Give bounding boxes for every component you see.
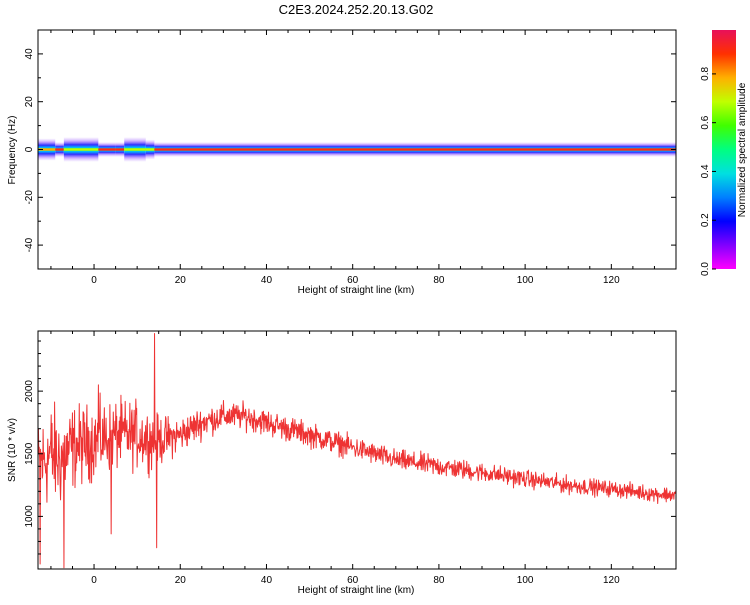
spectrogram-band-core	[124, 148, 146, 151]
snr-x-tick-label: 40	[261, 575, 273, 586]
spectrogram-band-core	[63, 148, 99, 151]
snr-x-tick-label: 20	[175, 575, 187, 586]
spectrogram-x-tick-label: 100	[517, 275, 534, 286]
spectrogram-x-tick-label: 80	[433, 275, 445, 286]
colorbar-tick-label: 0.4	[700, 164, 711, 178]
colorbar-label: Normalized spectral amplitude	[737, 82, 748, 217]
spectrogram-x-ticks: 0 20 40 60 80 100 120	[50, 30, 677, 286]
snr-y-tick-label: 1000	[24, 505, 35, 528]
spectrogram-band-core	[145, 148, 155, 151]
snr-x-tick-label: 80	[433, 575, 445, 586]
figure-title: C2E3.2024.252.20.13.G02	[279, 2, 434, 17]
spectrogram-band-core	[115, 148, 125, 151]
colorbar-ticks: 0.0 0.2 0.4 0.6 0.8	[700, 67, 716, 276]
spectrogram-y-tick-label: 20	[24, 96, 35, 108]
snr-y-ticks: 1000 1500 2000	[24, 340, 676, 555]
snr-x-tick-label: 0	[91, 575, 97, 586]
snr-x-ticks: 0 20 40 60 80 100 120	[50, 331, 677, 586]
colorbar-tick-label: 0.6	[700, 115, 711, 129]
spectrogram-x-tick-label: 20	[175, 275, 187, 286]
spectrogram-panel: 0 20 40 60 80 100 120 -40 -20 0 20 40 Height of st…	[7, 29, 677, 296]
spectrogram-y-tick-label: 40	[24, 48, 35, 60]
colorbar-gradient	[712, 30, 736, 269]
spectrogram-band-core	[38, 148, 56, 151]
spectrogram-y-tick-label: 0	[24, 146, 35, 152]
colorbar-tick-label: 0.8	[700, 67, 711, 81]
spectrogram-x-label: Height of straight line (km)	[298, 285, 415, 296]
colorbar-tick-label: 0.2	[700, 213, 711, 227]
snr-panel: 0 20 40 60 80 100 120 1000 1500 2000 Height of s…	[7, 330, 677, 596]
spectrogram-y-ticks: -40 -20 0 20 40	[24, 29, 676, 270]
spectrogram-x-tick-label: 120	[603, 275, 620, 286]
snr-x-tick-label: 120	[603, 575, 620, 586]
spectrogram-x-tick-label: 60	[347, 275, 359, 286]
spectrogram-band-core	[55, 148, 64, 151]
spectrogram-y-label: Frequency (Hz)	[7, 116, 18, 185]
spectrogram-band-core	[98, 148, 116, 151]
snr-y-tick-label: 1500	[24, 442, 35, 465]
snr-x-label: Height of straight line (km)	[298, 585, 415, 596]
snr-y-label: SNR (10 * v/v)	[7, 418, 18, 482]
spectrogram-x-tick-label: 0	[91, 275, 97, 286]
spectrogram-band	[38, 137, 676, 162]
snr-x-tick-label: 100	[517, 575, 534, 586]
snr-x-tick-label: 60	[347, 575, 359, 586]
colorbar-tick-label: 0.0	[700, 262, 711, 276]
snr-frame	[37, 330, 677, 570]
spectrogram-y-tick-label: -20	[24, 190, 35, 205]
snr-y-tick-label: 2000	[24, 380, 35, 403]
spectrogram-band-core	[154, 148, 676, 151]
spectrogram-y-tick-label: -40	[24, 237, 35, 252]
spectrogram-x-tick-label: 40	[261, 275, 273, 286]
snr-series-line	[38, 333, 676, 569]
colorbar: 0.0 0.2 0.4 0.6 0.8 Normalized spectral ampl…	[700, 30, 748, 276]
